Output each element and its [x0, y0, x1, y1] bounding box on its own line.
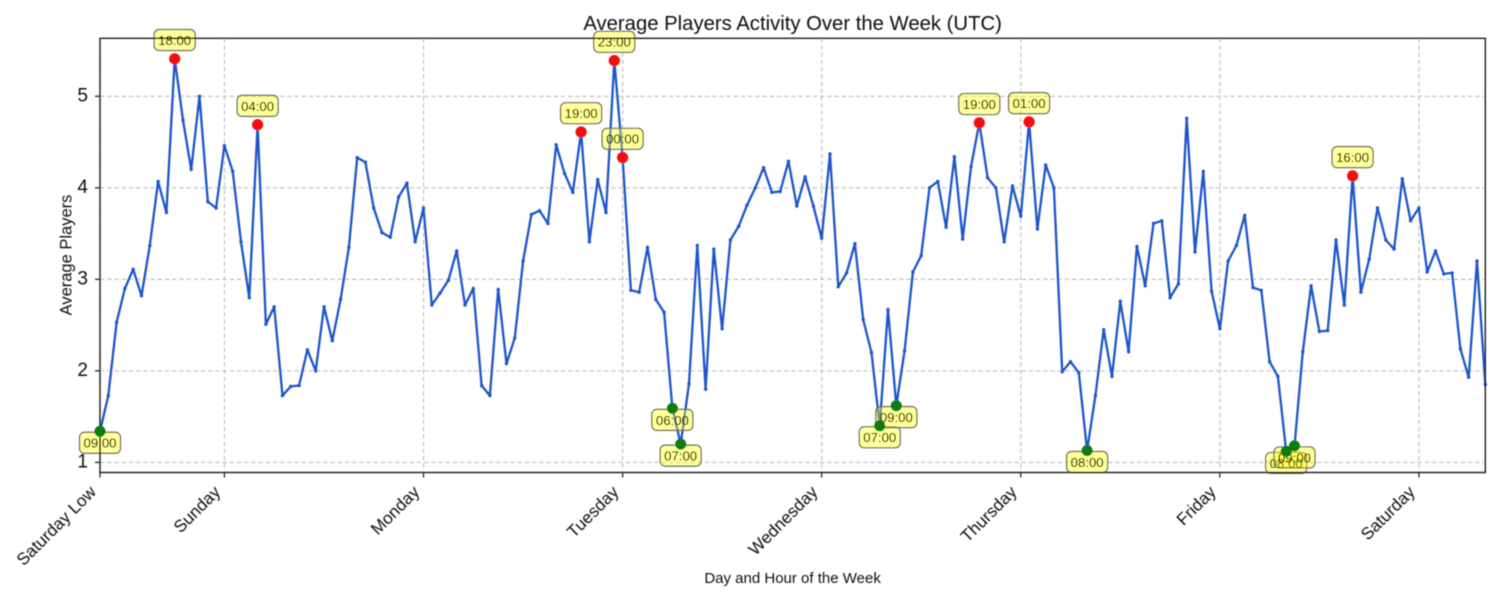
- svg-text:07:00: 07:00: [664, 448, 697, 463]
- svg-text:06:00: 06:00: [656, 413, 689, 428]
- svg-text:19:00: 19:00: [963, 97, 996, 112]
- svg-text:3: 3: [77, 268, 88, 289]
- svg-text:4: 4: [77, 177, 88, 198]
- svg-text:18:00: 18:00: [158, 33, 191, 48]
- svg-text:19:00: 19:00: [565, 106, 598, 121]
- svg-text:1: 1: [77, 451, 88, 472]
- svg-text:01:00: 01:00: [1013, 96, 1046, 111]
- svg-text:Average Players: Average Players: [58, 195, 76, 316]
- svg-text:04:00: 04:00: [241, 99, 274, 114]
- svg-text:2: 2: [77, 360, 88, 381]
- svg-text:Average Players Activity Over: Average Players Activity Over the Week (…: [583, 13, 1002, 35]
- svg-text:5: 5: [77, 85, 88, 106]
- svg-text:08:00: 08:00: [1071, 455, 1104, 470]
- svg-text:09:00: 09:00: [880, 410, 913, 425]
- svg-text:00:00: 00:00: [606, 132, 639, 147]
- svg-text:Day and Hour of the Week: Day and Hour of the Week: [704, 570, 881, 587]
- svg-text:23:00: 23:00: [598, 35, 631, 50]
- svg-text:16:00: 16:00: [1336, 150, 1369, 165]
- svg-text:07:00: 07:00: [863, 430, 896, 445]
